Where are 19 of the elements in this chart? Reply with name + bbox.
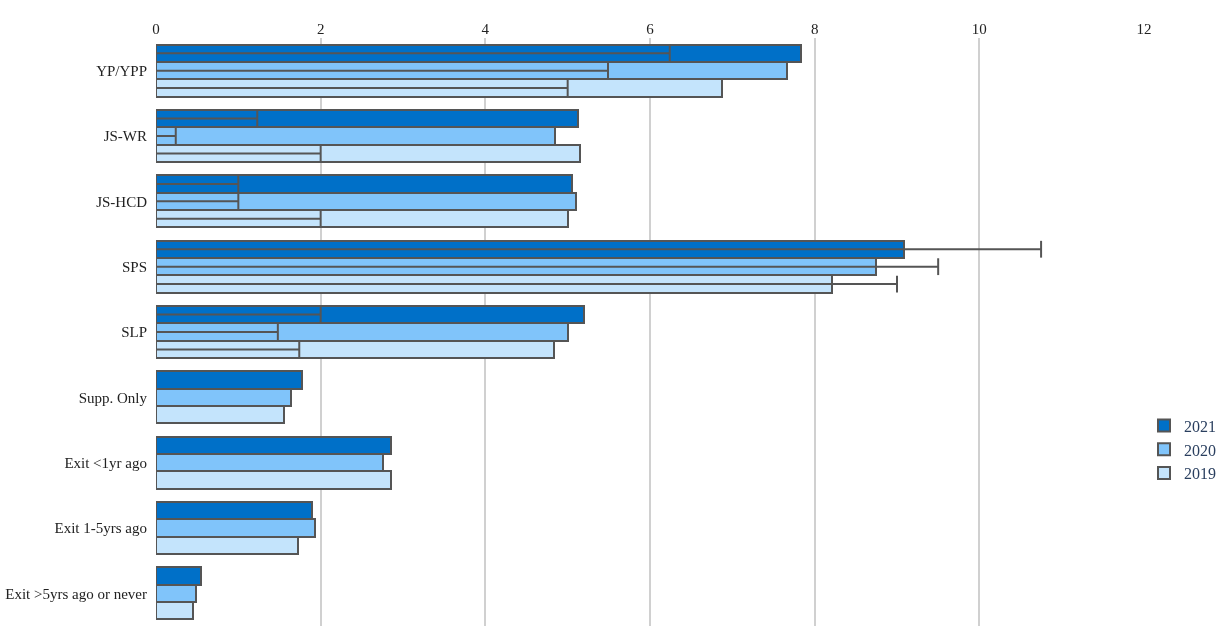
x-tick-label: 12 [1136, 21, 1152, 37]
x-tick-label: 4 [481, 21, 490, 37]
y-tick-label: Exit <1yr ago [64, 454, 147, 471]
x-tick-label: 2 [316, 21, 325, 37]
legend-label: 2020 [1184, 441, 1216, 459]
y-tick-label: Exit >5yrs ago or never [5, 585, 147, 602]
x-tick-label: 0 [152, 21, 160, 37]
legend-label: 2021 [1184, 417, 1216, 435]
y-tick-label: Exit 1-5yrs ago [54, 520, 147, 537]
legend-label: 2019 [1184, 465, 1216, 483]
y-tick-label: SLP [121, 324, 147, 341]
x-tick-label: 8 [810, 21, 819, 37]
y-tick-label: JS-HCD [96, 193, 148, 210]
y-tick-label: SPS [121, 258, 147, 275]
y-tick-label: Supp. Only [78, 389, 148, 406]
x-tick-label: 10 [971, 21, 987, 37]
y-tick-label: JS-WR [103, 128, 147, 145]
y-tick-label: YP/YPP [96, 62, 147, 79]
x-tick-label: 6 [646, 21, 655, 37]
